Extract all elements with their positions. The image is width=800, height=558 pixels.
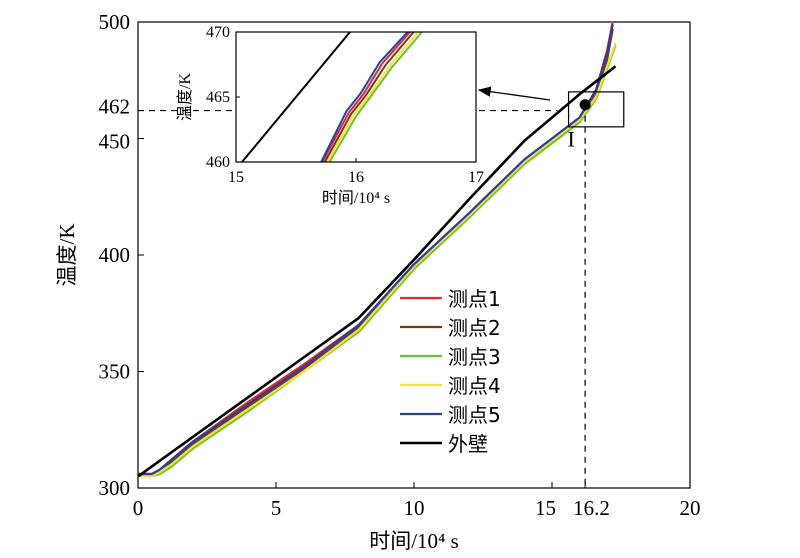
series-line-测点5 xyxy=(138,24,614,476)
zoom-arrow xyxy=(477,86,551,101)
legend-label: 测点2 xyxy=(448,316,501,340)
inset-x-tick-label: 16 xyxy=(348,169,364,186)
inset-y-axis-label: 温度/K xyxy=(176,73,194,121)
legend: 测点1 测点2 测点3 测点4 测点5 外壁 xyxy=(400,287,501,456)
y-tick-label: 400 xyxy=(99,243,131,267)
inset-y-tick-label: 465 xyxy=(206,89,230,106)
y-tick-label: 450 xyxy=(99,130,131,154)
inset-y-axis-ticks: 460 465 470 xyxy=(206,24,240,171)
legend-label: 测点1 xyxy=(448,287,501,311)
inset-background xyxy=(236,32,476,162)
legend-label: 外壁 xyxy=(448,432,488,456)
legend-label: 测点4 xyxy=(448,374,501,398)
x-axis-label: 时间/10⁴ s xyxy=(369,529,459,553)
series-line-测点4 xyxy=(138,42,617,478)
inset-series-line-测点1 xyxy=(321,31,411,163)
x-tick-label: 15 xyxy=(535,496,556,520)
y-axis-label: 温度/K xyxy=(55,224,79,287)
zoom-box xyxy=(567,91,625,128)
inset-x-axis-label: 时间/10⁴ s xyxy=(322,189,390,207)
x-tick-label: 10 xyxy=(404,496,425,520)
inset-series-line-测点3 xyxy=(328,31,423,163)
inset-series-line-外壁 xyxy=(241,31,351,163)
main-series-group xyxy=(137,21,617,478)
inset-series-line-测点5 xyxy=(320,31,409,163)
y-tick-label: 350 xyxy=(99,360,131,384)
series-line-外壁 xyxy=(137,65,617,478)
inset-series-line-测点2 xyxy=(323,31,415,163)
marker-label: I xyxy=(567,127,574,152)
y-axis-ticks: 300 350 400 450 462 500 xyxy=(99,10,144,500)
legend-label: 测点3 xyxy=(448,345,501,369)
inset-y-tick-label: 470 xyxy=(206,24,230,41)
inset-series-group xyxy=(241,31,423,163)
marker-point xyxy=(579,99,591,111)
y-tick-label: 462 xyxy=(99,95,131,119)
x-tick-label: 0 xyxy=(133,496,144,520)
x-tick-label: 20 xyxy=(680,496,701,520)
inset-series-line-测点4 xyxy=(326,31,420,163)
x-axis-ticks: 0 5 10 15 16.2 20 xyxy=(133,482,701,520)
x-tick-label: 5 xyxy=(271,496,282,520)
y-tick-label: 300 xyxy=(99,476,131,500)
inset-x-tick-label: 17 xyxy=(468,169,484,186)
legend-label: 测点5 xyxy=(448,403,501,427)
y-tick-label: 500 xyxy=(99,10,131,34)
x-tick-label: 16.2 xyxy=(573,496,610,520)
series-line-测点3 xyxy=(138,44,617,478)
inset-y-tick-label: 460 xyxy=(206,154,230,171)
inset-x-axis-ticks: 15 16 17 xyxy=(228,158,484,186)
inset-x-tick-label: 15 xyxy=(228,169,244,186)
